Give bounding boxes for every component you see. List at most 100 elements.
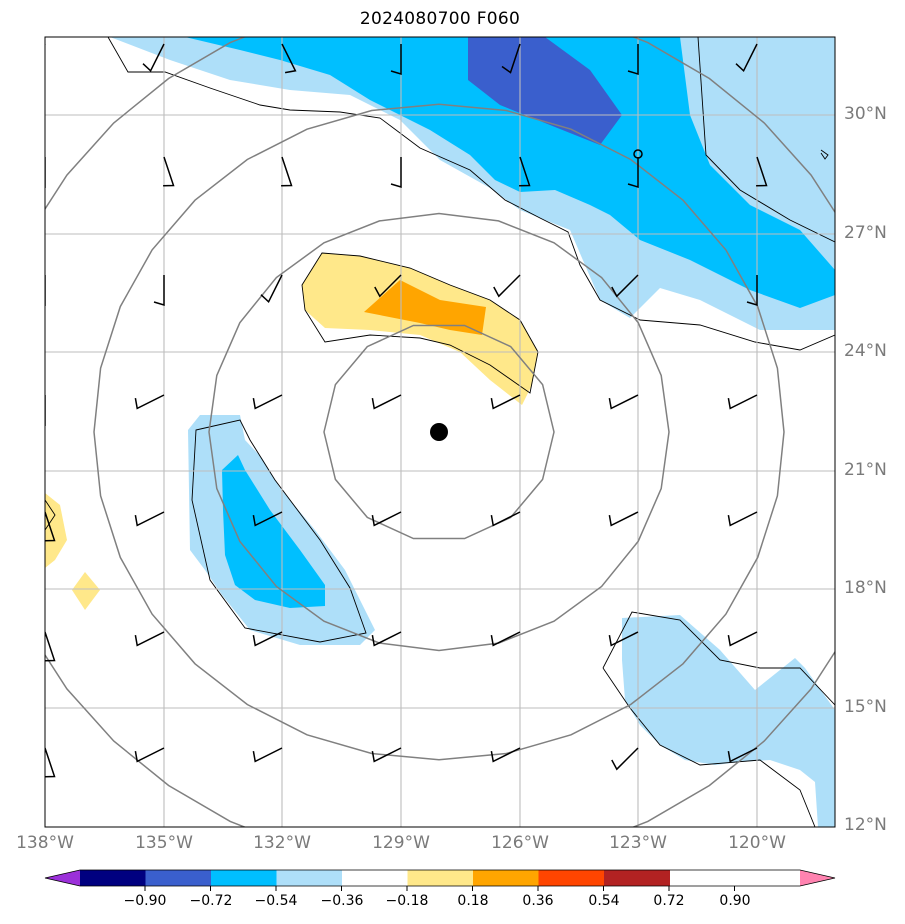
wind-barb [142,43,165,73]
positive-mid-region [364,280,486,335]
colorbar-extend-left [45,870,80,886]
wind-barb [627,157,639,189]
range-rings [45,37,835,827]
wind-barb [608,631,639,647]
lon-label-126w: 126°W [491,833,549,853]
positive-light-region-small [72,572,100,610]
colorbar-tick-label: 0.72 [653,893,685,909]
colorbar-cell [80,870,146,886]
wind-barb [756,156,768,187]
wind-barb [45,275,46,307]
wind-barb [134,394,165,410]
wind-barbs [45,43,768,778]
lat-label-18n: 18°N [844,578,887,598]
wind-barb [45,44,46,47]
wind-barb [735,43,758,73]
wind-barb [627,44,639,76]
wind-barb [252,511,283,527]
wind-barb [611,274,639,298]
wind-barb [45,747,56,778]
colorbar [44,869,836,891]
wind-barb [493,274,521,298]
lon-label-132w: 132°W [253,833,311,853]
colorbar-cell [211,870,277,886]
wind-barb [371,631,402,647]
colorbar-cell [276,870,343,886]
lon-label-138w: 138°W [16,833,74,853]
wind-barb [45,157,46,189]
wind-barb [519,156,531,187]
lon-label-123w: 123°W [609,833,667,853]
colorbar-tick-label: −0.72 [189,893,233,909]
wind-barb [611,747,639,771]
map-plot-area [45,37,835,827]
contour-lines [45,37,835,827]
wind-barb [252,631,283,647]
wind-barb [490,394,521,410]
lon-label-129w: 129°W [372,833,430,853]
wind-barb [45,631,56,662]
positive-light-region-west [45,493,67,568]
range-ring [45,37,835,827]
colorbar-tick-label: 0.54 [588,893,620,909]
lat-label-27n: 27°N [844,223,887,243]
colorbar-tick-label: −0.18 [385,893,429,909]
wind-barb [746,275,758,307]
lat-label-21n: 21°N [844,460,887,480]
wind-barb [134,747,165,763]
wind-barb [608,394,639,410]
lat-label-12n: 12°N [844,815,887,835]
colorbar-tick-label: −0.36 [320,893,364,909]
wind-barb [727,394,758,410]
wind-barb [727,631,758,647]
lon-label-135w: 135°W [135,833,193,853]
colorbar-cell [538,870,605,886]
negative-light-region-southeast [622,615,835,827]
wind-barb [371,394,402,410]
colorbar-tick-label: 0.90 [719,893,751,909]
negative-strong-region [468,37,622,145]
wind-barb [134,511,165,527]
wind-barb [490,511,521,527]
small-circle-marker [633,149,643,159]
negative-mid-region-west [222,455,325,608]
storm-center-marker [430,423,448,441]
wind-barb [374,274,402,298]
gridlines [45,37,835,827]
colorbar-tick-label: 0.36 [522,893,554,909]
wind-barb [281,156,293,187]
colorbar-tick-label: 0.18 [457,893,489,909]
wind-barb [727,511,758,527]
wind-barb [727,747,758,763]
colorbar-cell [604,870,670,886]
wind-barb [608,511,639,527]
colorbar-cell [145,870,212,886]
lat-label-30n: 30°N [844,104,887,124]
map-title: 2024080700 F060 [359,9,521,29]
lon-label-120w: 120°W [728,833,786,853]
wind-barb [45,395,46,427]
wind-barb [134,631,165,647]
colorbar-tick-label: −0.90 [123,893,167,909]
lat-label-24n: 24°N [844,341,887,361]
wind-barb [501,43,521,74]
positive-light-region [302,253,538,405]
lat-label-15n: 15°N [844,697,887,717]
wind-barb [252,747,283,763]
negative-mid-region [185,37,835,308]
wind-barb [390,44,402,76]
wind-barb [153,275,165,307]
wind-barb [252,394,283,410]
wind-barb [371,747,402,763]
range-ring [93,103,785,761]
colorbar-cell [342,870,408,886]
range-ring [208,212,670,652]
colorbar-outline [44,869,836,887]
wind-barb [390,157,402,189]
wind-barb [163,156,175,187]
colorbar-extend-right [800,870,835,886]
colorbar-cell [473,870,539,886]
wind-barb [490,747,521,763]
colorbar-cell [407,870,474,886]
